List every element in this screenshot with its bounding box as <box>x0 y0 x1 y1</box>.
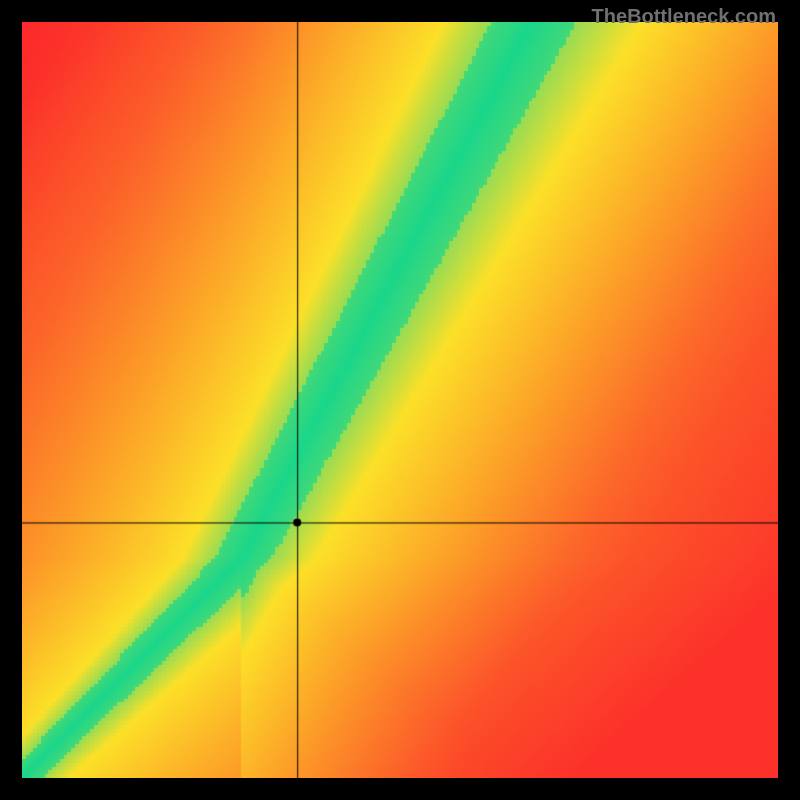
watermark-text: TheBottleneck.com <box>592 6 776 29</box>
heatmap-canvas <box>22 22 778 778</box>
chart-container: TheBottleneck.com <box>0 0 800 800</box>
